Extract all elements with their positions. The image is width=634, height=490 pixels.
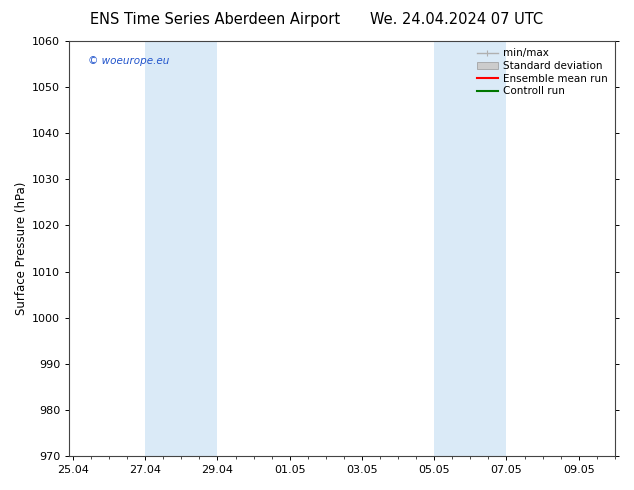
Text: ENS Time Series Aberdeen Airport: ENS Time Series Aberdeen Airport [91, 12, 340, 27]
Y-axis label: Surface Pressure (hPa): Surface Pressure (hPa) [15, 182, 28, 315]
Text: © woeurope.eu: © woeurope.eu [88, 55, 170, 66]
Text: We. 24.04.2024 07 UTC: We. 24.04.2024 07 UTC [370, 12, 543, 27]
Bar [434, 41, 507, 456]
Bar [145, 41, 217, 456]
Legend: min/max, Standard deviation, Ensemble mean run, Controll run: min/max, Standard deviation, Ensemble me… [475, 46, 610, 98]
